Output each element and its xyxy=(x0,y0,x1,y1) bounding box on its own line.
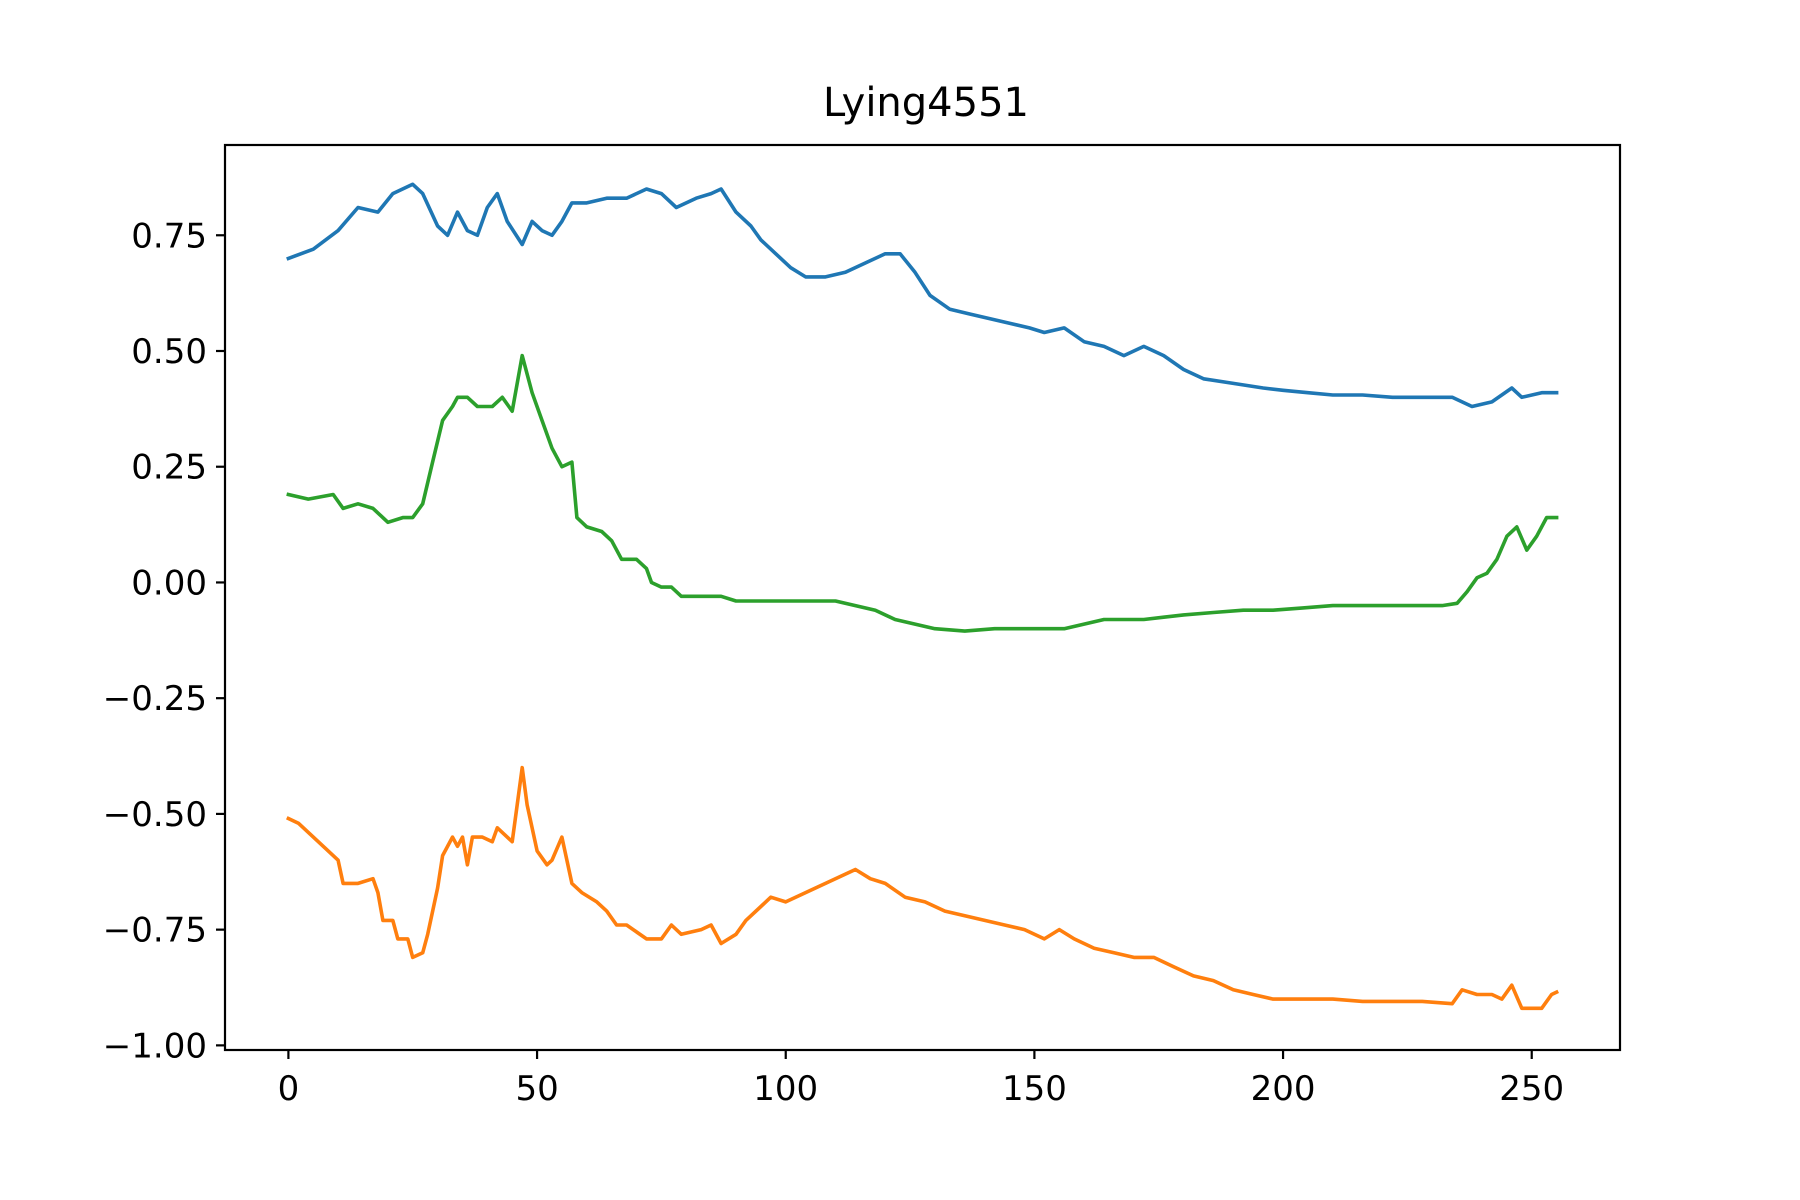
series-2-line xyxy=(286,353,1559,633)
y-tick-label: 0.25 xyxy=(131,448,207,488)
y-tick-label: −0.50 xyxy=(103,795,207,835)
chart-title: Lying4551 xyxy=(823,80,1029,126)
y-tick-label: 0.00 xyxy=(131,563,207,603)
x-tick-label: 150 xyxy=(1002,1069,1067,1109)
plot-frame xyxy=(223,143,1622,1052)
x-tick-label: 50 xyxy=(515,1069,558,1109)
series-layer xyxy=(286,182,1560,1011)
y-tick-label: −0.75 xyxy=(103,911,207,951)
series-1-line xyxy=(286,182,1559,409)
x-tick-label: 200 xyxy=(1251,1069,1316,1109)
x-tick-label: 0 xyxy=(278,1069,300,1109)
x-tick-label: 100 xyxy=(753,1069,818,1109)
series-3-line xyxy=(286,765,1560,1011)
y-tick-label: −1.00 xyxy=(103,1026,207,1066)
y-tick-label: 0.75 xyxy=(131,216,207,256)
x-axis: 0 50 100 150 200 250 xyxy=(278,1050,1564,1109)
y-axis: −1.00 −0.75 −0.50 −0.25 0.00 0.25 0.50 0.75 xyxy=(103,216,225,1066)
y-tick-label: 0.50 xyxy=(131,332,207,372)
x-tick-label: 250 xyxy=(1499,1069,1564,1109)
y-tick-label: −0.25 xyxy=(103,679,207,719)
